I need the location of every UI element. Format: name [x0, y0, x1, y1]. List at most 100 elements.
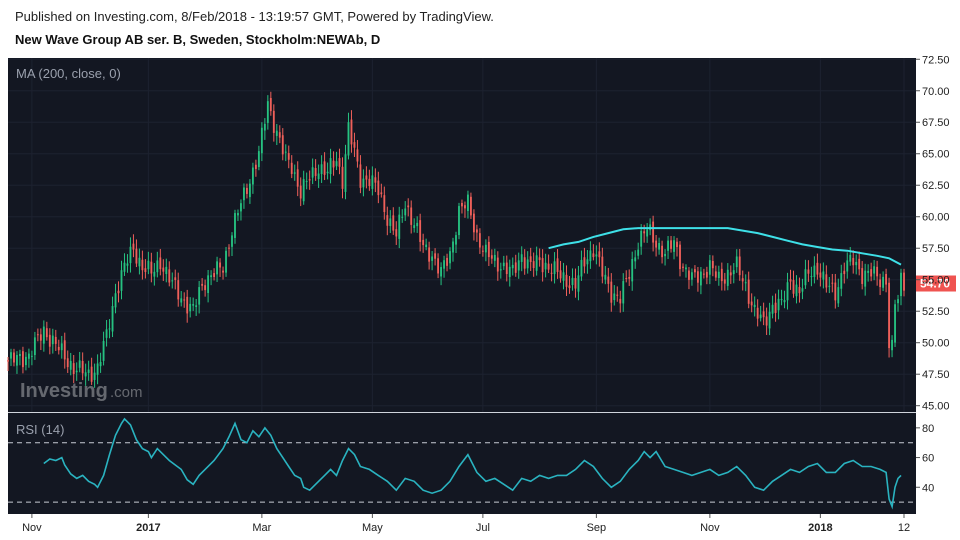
candle-body	[616, 294, 619, 296]
candle-body	[622, 281, 625, 304]
candle-body	[586, 259, 589, 265]
candle-body	[547, 263, 550, 270]
candle-body	[523, 257, 526, 269]
candle-body	[490, 255, 493, 259]
candle-body	[541, 258, 544, 273]
candle-body	[305, 181, 308, 183]
candle-body	[714, 271, 717, 278]
candle-body	[66, 358, 69, 368]
candle-body	[317, 173, 320, 180]
price-tick-label: 62.50	[922, 180, 950, 192]
candle-body	[114, 293, 117, 308]
candle-body	[237, 213, 239, 216]
candle-body	[111, 306, 114, 332]
candle-body	[186, 296, 189, 314]
price-indicator-label: MA (200, close, 0)	[16, 66, 121, 81]
price-panel-background	[8, 58, 916, 412]
last-price-label: 54.70	[920, 277, 950, 291]
candle-body	[502, 262, 505, 267]
candle-body	[332, 160, 335, 168]
candle-body	[652, 221, 655, 243]
candle-body	[69, 360, 72, 370]
candle-body	[571, 277, 574, 286]
time-tick-label: Nov	[22, 522, 42, 534]
candle-body	[711, 260, 714, 269]
candle-body	[96, 363, 99, 375]
candle-body	[36, 334, 39, 336]
candle-body	[246, 187, 248, 194]
candle-body	[667, 240, 669, 251]
candle-body	[434, 253, 437, 259]
candle-body	[42, 326, 45, 344]
rsi-tick-label: 60	[922, 453, 934, 465]
candle-body	[284, 151, 287, 153]
candle-body	[804, 269, 807, 286]
candle-body	[702, 273, 705, 275]
candle-body	[356, 149, 359, 162]
candle-body	[496, 257, 499, 272]
candle-body	[135, 248, 138, 264]
candle-body	[768, 311, 771, 329]
candle-body	[637, 249, 640, 256]
candle-body	[359, 164, 362, 188]
candle-body	[251, 167, 254, 185]
candle-body	[183, 299, 186, 301]
candle-body	[478, 233, 481, 248]
candle-body	[532, 261, 535, 269]
candle-body	[520, 254, 523, 262]
candle-body	[326, 171, 329, 174]
candle-body	[129, 246, 132, 264]
candle-body	[93, 372, 96, 380]
candle-body	[207, 275, 210, 294]
time-tick-label: May	[362, 522, 383, 534]
candle-body	[437, 258, 440, 274]
price-axis: 72.50 70.00 67.50 65.00 62.50 60.00 57.50 55.00…	[916, 54, 950, 413]
candle-body	[464, 205, 466, 209]
candle-body	[708, 260, 711, 275]
candle-body	[380, 192, 383, 195]
candle-body	[792, 280, 795, 294]
candle-body	[204, 285, 207, 291]
candle-body	[472, 213, 475, 233]
candle-body	[126, 263, 129, 266]
candle-body	[580, 259, 583, 277]
candle-body	[99, 361, 102, 367]
candle-body	[413, 225, 416, 229]
candle-body	[87, 369, 90, 373]
candle-body	[338, 158, 341, 167]
candle-body	[290, 162, 293, 174]
candle-body	[461, 202, 463, 207]
time-tick-label: Sep	[587, 522, 607, 534]
candle-body	[876, 266, 879, 277]
candle-body	[882, 276, 885, 288]
candle-body	[159, 257, 162, 270]
candle-body	[362, 178, 365, 188]
last-price-box	[916, 275, 956, 292]
candle-body	[897, 299, 899, 304]
candle-body	[777, 298, 780, 311]
candle-body	[192, 304, 195, 306]
candle-body	[213, 273, 216, 277]
price-tick-label: 70.00	[922, 86, 950, 98]
candle-body	[816, 262, 819, 275]
investing-watermark: Investing .com	[20, 380, 143, 402]
price-tick-label: 60.00	[922, 212, 950, 224]
candle-body	[643, 231, 646, 234]
candle-body	[852, 257, 855, 266]
candle-body	[275, 130, 278, 136]
candle-body	[228, 247, 230, 249]
candle-body	[556, 258, 559, 272]
candle-body	[144, 268, 147, 272]
candle-body	[287, 153, 290, 160]
candle-body	[598, 251, 601, 258]
candle-body	[180, 298, 183, 303]
candle-body	[374, 177, 377, 183]
candle-body	[90, 366, 93, 382]
candle-body	[260, 127, 263, 154]
candle-body	[452, 241, 454, 253]
candle-body	[550, 272, 553, 274]
candle-body	[320, 164, 323, 175]
candle-body	[726, 269, 729, 286]
candle-body	[458, 206, 460, 236]
candle-body	[789, 279, 792, 282]
